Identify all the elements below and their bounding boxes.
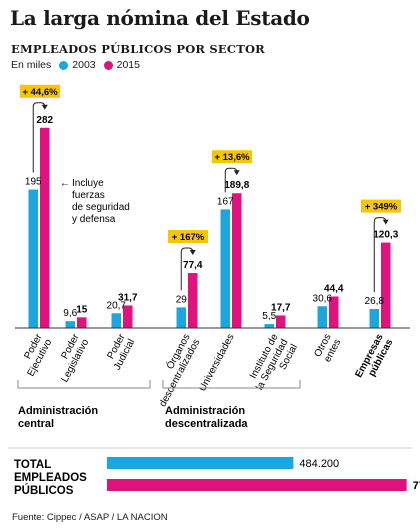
- category-label-poder-judicial: PoderJudicial: [102, 332, 137, 372]
- bar-2003-organos-descentralizados: [176, 307, 186, 328]
- chart-subtitle: EMPLEADOS PÚBLICOS POR SECTOR: [11, 42, 265, 56]
- legend-swatch-2003: [59, 60, 69, 70]
- value-label-2003: 195: [25, 177, 42, 188]
- group-label-central: Administración central: [18, 405, 98, 430]
- value-label-2015: 17,7: [271, 302, 291, 313]
- legend-swatch-2015: [103, 60, 113, 70]
- group-bracket-central: [17, 380, 151, 389]
- growth-badge-bg: [168, 230, 208, 244]
- value-label-2003: 29: [176, 294, 188, 305]
- growth-badge-bg: [20, 84, 60, 98]
- growth-badge-bg: [212, 150, 252, 164]
- growth-arrow: [180, 247, 194, 291]
- group-label-descentralizada: Administración descentralizada: [165, 405, 248, 430]
- bar-2003-poder-legislativo: [65, 321, 75, 328]
- bar-2015-empresas-publicas: [381, 242, 391, 328]
- total-value-2003: 484.200: [299, 458, 339, 470]
- bar-2015-poder-legislativo: [77, 317, 87, 328]
- growth-arrow-head: [382, 219, 389, 225]
- value-label-2003: 5,5: [262, 311, 276, 322]
- group-bracket-descentralizada: [162, 380, 301, 389]
- category-label-universidades: Universidades: [197, 332, 236, 393]
- legend-unit: En miles: [11, 59, 52, 71]
- bar-2003-empresas-publicas: [369, 308, 379, 328]
- page-title: La larga nómina del Estado: [10, 6, 310, 30]
- value-label-2003: 167: [217, 196, 234, 207]
- bar-2003-poder-ejecutivo: [28, 189, 38, 328]
- bar-2003-poder-judicial: [111, 313, 121, 328]
- legend-label-2015: 2015: [116, 59, 140, 71]
- growth-badge-bg: [361, 199, 401, 213]
- bar-2015-poder-ejecutivo: [40, 127, 50, 328]
- growth-arrow: [373, 217, 387, 292]
- growth-badge-label: + 167%: [172, 232, 205, 243]
- bar-2015-poder-judicial: [123, 305, 133, 328]
- category-label-poder-legislativo: PoderLegislativo: [50, 332, 92, 385]
- category-label-organos-descentralizados: Órganosdescentralizados: [146, 331, 202, 409]
- category-label-otros-entes: Otrosentes: [312, 332, 343, 364]
- growth-badge-label: + 349%: [365, 202, 398, 213]
- category-label-poder-ejecutivo: PoderEjecutivo: [16, 332, 55, 379]
- annotation-arrow: ←: [60, 178, 70, 189]
- value-label-2003: 20,7: [107, 300, 127, 311]
- growth-arrow-head: [233, 170, 240, 176]
- legend: En miles 2003 2015: [11, 59, 140, 71]
- growth-arrow: [32, 102, 46, 173]
- chart: 195 282 PoderEjecutivo 9,615 PoderLegislativ…: [8, 84, 420, 497]
- bar-2015-organos-descentralizados: [188, 273, 198, 328]
- total-bar-2003: [107, 457, 294, 469]
- source-note: Fuente: Cippec / ASAP / LA NACION: [12, 512, 168, 523]
- value-label-2015: 189,8: [224, 180, 249, 191]
- total-value-2015: 778.300: [413, 480, 420, 492]
- annotation-text: Incluye fuerzas de seguridad y defensa: [72, 178, 130, 225]
- value-label-2003: 26,8: [365, 296, 385, 307]
- growth-badge-label: + 44,6%: [22, 87, 58, 98]
- bar-2003-universidades: [220, 209, 230, 328]
- bar-2015-instituto-de-la-seguridad-social: [276, 315, 286, 328]
- value-label-2015: 77,4: [183, 260, 203, 271]
- total-bar-2015: [107, 479, 407, 491]
- value-label-2015: 31,7: [118, 292, 138, 303]
- value-label-2015: 282: [36, 115, 53, 126]
- category-label-empresas-publicas: Empresaspúblicas: [353, 332, 395, 385]
- value-label-2015: 44,4: [324, 283, 344, 294]
- bar-2003-instituto-de-la-seguridad-social: [264, 324, 274, 328]
- legend-label-2003: 2003: [72, 59, 96, 71]
- growth-badge-label: + 13,6%: [214, 152, 250, 163]
- value-label-2003: 30,6: [313, 293, 333, 304]
- bar-2003-otros-entes: [317, 306, 327, 328]
- totals-title: TOTAL EMPLEADOS PÚBLICOS: [14, 459, 87, 497]
- value-label-2003: 9,6: [63, 308, 77, 319]
- bar-2015-universidades: [232, 193, 242, 328]
- value-label-2015: 15: [76, 304, 88, 315]
- growth-arrow-head: [41, 104, 48, 110]
- value-label-2015: 120,3: [373, 230, 398, 241]
- growth-arrow: [224, 167, 238, 193]
- bar-2015-otros-entes: [329, 296, 339, 328]
- growth-arrow-head: [189, 250, 196, 256]
